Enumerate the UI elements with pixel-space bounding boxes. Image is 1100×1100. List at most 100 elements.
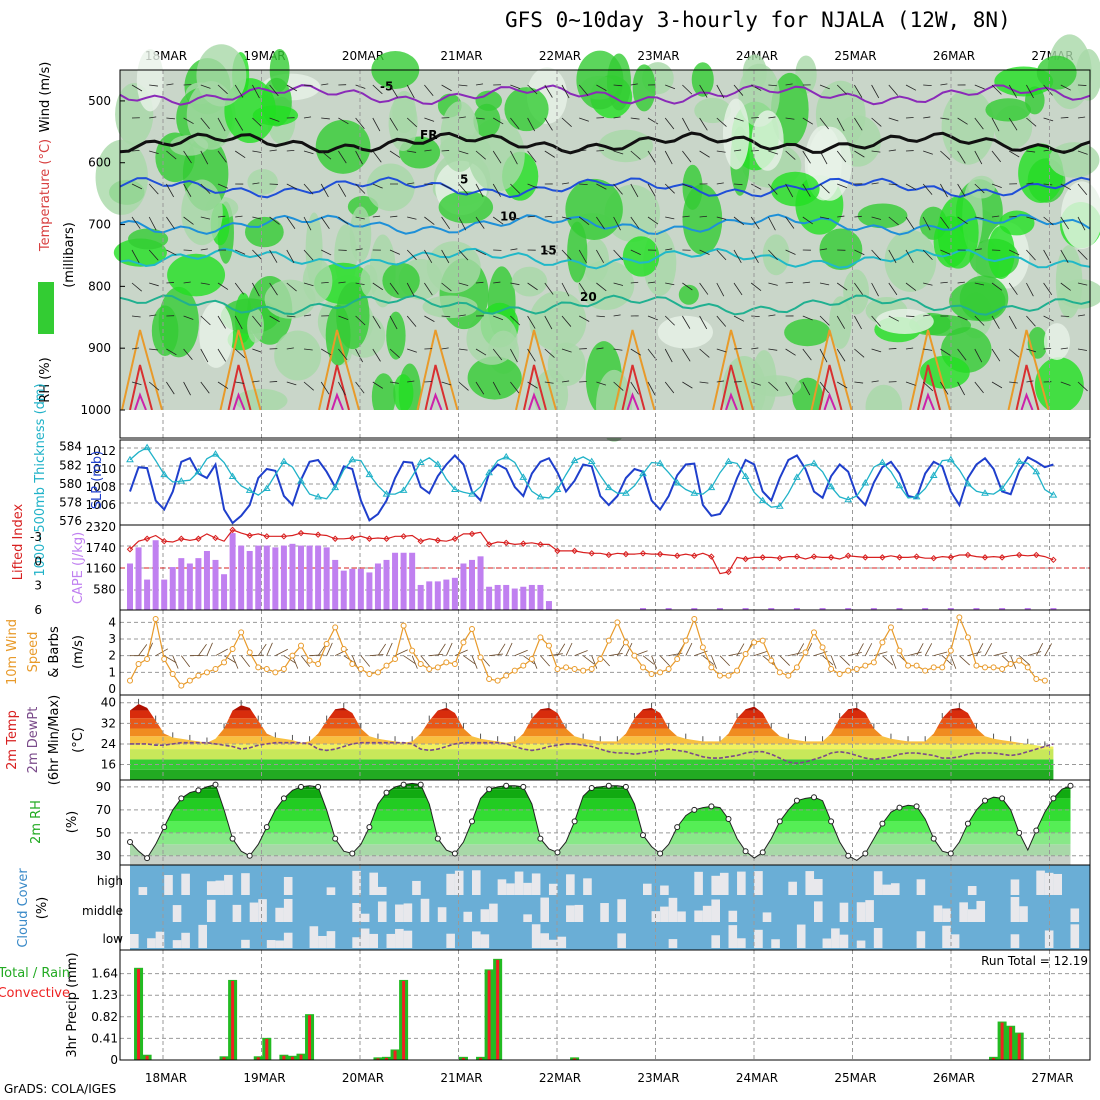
- wind-barb: [1035, 643, 1044, 656]
- wind-barb: [871, 182, 879, 185]
- wind-barb: [613, 314, 621, 317]
- wind-barb: [303, 381, 314, 391]
- wind-barb: [647, 150, 657, 164]
- rh-blob: [95, 139, 149, 215]
- wind-barb: [148, 216, 157, 231]
- cloud-cell: [574, 904, 584, 922]
- wind-barb: [372, 381, 384, 389]
- wind-barb: [796, 643, 805, 656]
- wind-barb: [836, 381, 848, 389]
- thickness-point: [451, 485, 459, 492]
- thickness-point: [895, 481, 904, 489]
- rh-blob: [252, 105, 299, 126]
- wind-barb: [441, 216, 451, 230]
- rh-point: [793, 797, 800, 804]
- cape-bar: [280, 545, 287, 610]
- wind-barb: [223, 655, 237, 664]
- wind-barb: [578, 84, 589, 96]
- date-label-bottom: 26MAR: [933, 1071, 975, 1085]
- wind-barb: [252, 282, 260, 297]
- wind-barb: [303, 348, 313, 351]
- wind-barb: [458, 183, 469, 195]
- wind-barb: [940, 183, 948, 198]
- wind-barb: [527, 381, 538, 389]
- rh-point: [999, 795, 1006, 802]
- rh-point: [964, 820, 971, 827]
- isotherm-diurnal: [1015, 364, 1040, 411]
- rh-blob: [565, 178, 623, 240]
- lifted-index-point: [725, 568, 732, 576]
- lifted-index-point: [485, 541, 493, 548]
- wind-barb: [200, 150, 209, 165]
- thickness-point: [758, 496, 767, 504]
- lifted-index-point: [1015, 551, 1023, 559]
- wind-barb: [905, 315, 915, 317]
- wind-barb: [1009, 249, 1020, 256]
- lifted-index-point: [742, 555, 749, 563]
- thickness-point: [570, 456, 579, 464]
- wind-barb: [131, 149, 140, 152]
- wind-speed-point: [776, 669, 783, 676]
- rh-band: [130, 798, 1071, 810]
- wind-barb: [561, 348, 572, 353]
- rh-blob: [360, 264, 378, 297]
- wind-speed-point: [443, 659, 450, 666]
- wind-barb: [320, 348, 332, 356]
- precip-convective-bar: [487, 970, 491, 1060]
- rh-label: RH (%): [38, 357, 53, 402]
- wind-barb: [217, 150, 227, 163]
- wind-barb: [166, 348, 177, 356]
- date-label-top: 23MAR: [637, 49, 679, 63]
- wind-barb: [200, 381, 210, 394]
- wind-speed-point: [896, 647, 903, 654]
- cloud-cell: [283, 932, 293, 948]
- wind-barb: [957, 348, 967, 361]
- cloud-cell: [814, 879, 823, 895]
- wind-speed-point: [127, 677, 133, 684]
- cloud-cell: [643, 883, 652, 895]
- rh-tick-label: 30: [96, 849, 111, 863]
- wind-barb: [544, 315, 553, 330]
- wind-barb: [303, 150, 314, 155]
- cape-bar: [640, 608, 646, 610]
- wind-barb: [579, 149, 587, 152]
- rh-point: [212, 781, 219, 788]
- wind-barb: [819, 216, 830, 220]
- cape-bar: [392, 552, 399, 610]
- wind-barb: [854, 381, 864, 384]
- wind-barb: [1026, 282, 1034, 297]
- wind-barb: [561, 150, 571, 153]
- wind-barb: [257, 643, 267, 656]
- isotherm-diurnal: [318, 329, 360, 411]
- rh-blob: [136, 49, 164, 112]
- wind-barb: [527, 117, 536, 132]
- wind-barb: [802, 117, 814, 125]
- precip-convective-bar: [231, 980, 235, 1060]
- wind-speed-point: [836, 671, 843, 677]
- wind-barb: [166, 183, 174, 198]
- wind-barb: [1043, 216, 1054, 226]
- wind-barb: [647, 117, 659, 125]
- wind-barb: [957, 381, 966, 396]
- wind-barb: [923, 116, 931, 119]
- wind-barb: [217, 381, 229, 389]
- wind-barb: [711, 655, 717, 669]
- rh-point: [280, 795, 287, 802]
- wind-barb: [854, 249, 865, 256]
- wind-barb: [716, 150, 726, 153]
- thickness-point: [160, 470, 169, 478]
- thickness-tick-label: 580: [59, 477, 82, 491]
- cape-bar: [349, 568, 356, 610]
- cloud-cell: [352, 903, 361, 922]
- wind-speed-point: [537, 634, 544, 641]
- thickness-point: [707, 483, 716, 491]
- cloud-cell: [728, 925, 738, 948]
- isotherm-label: -5: [380, 80, 393, 94]
- wind-barb: [596, 84, 607, 91]
- wind-speed-point: [417, 661, 424, 667]
- cloud-cell: [1019, 906, 1028, 922]
- wind-barb: [561, 182, 570, 185]
- wind-barb: [510, 282, 520, 286]
- wind-barb: [458, 282, 469, 286]
- wind-barb: [854, 282, 863, 295]
